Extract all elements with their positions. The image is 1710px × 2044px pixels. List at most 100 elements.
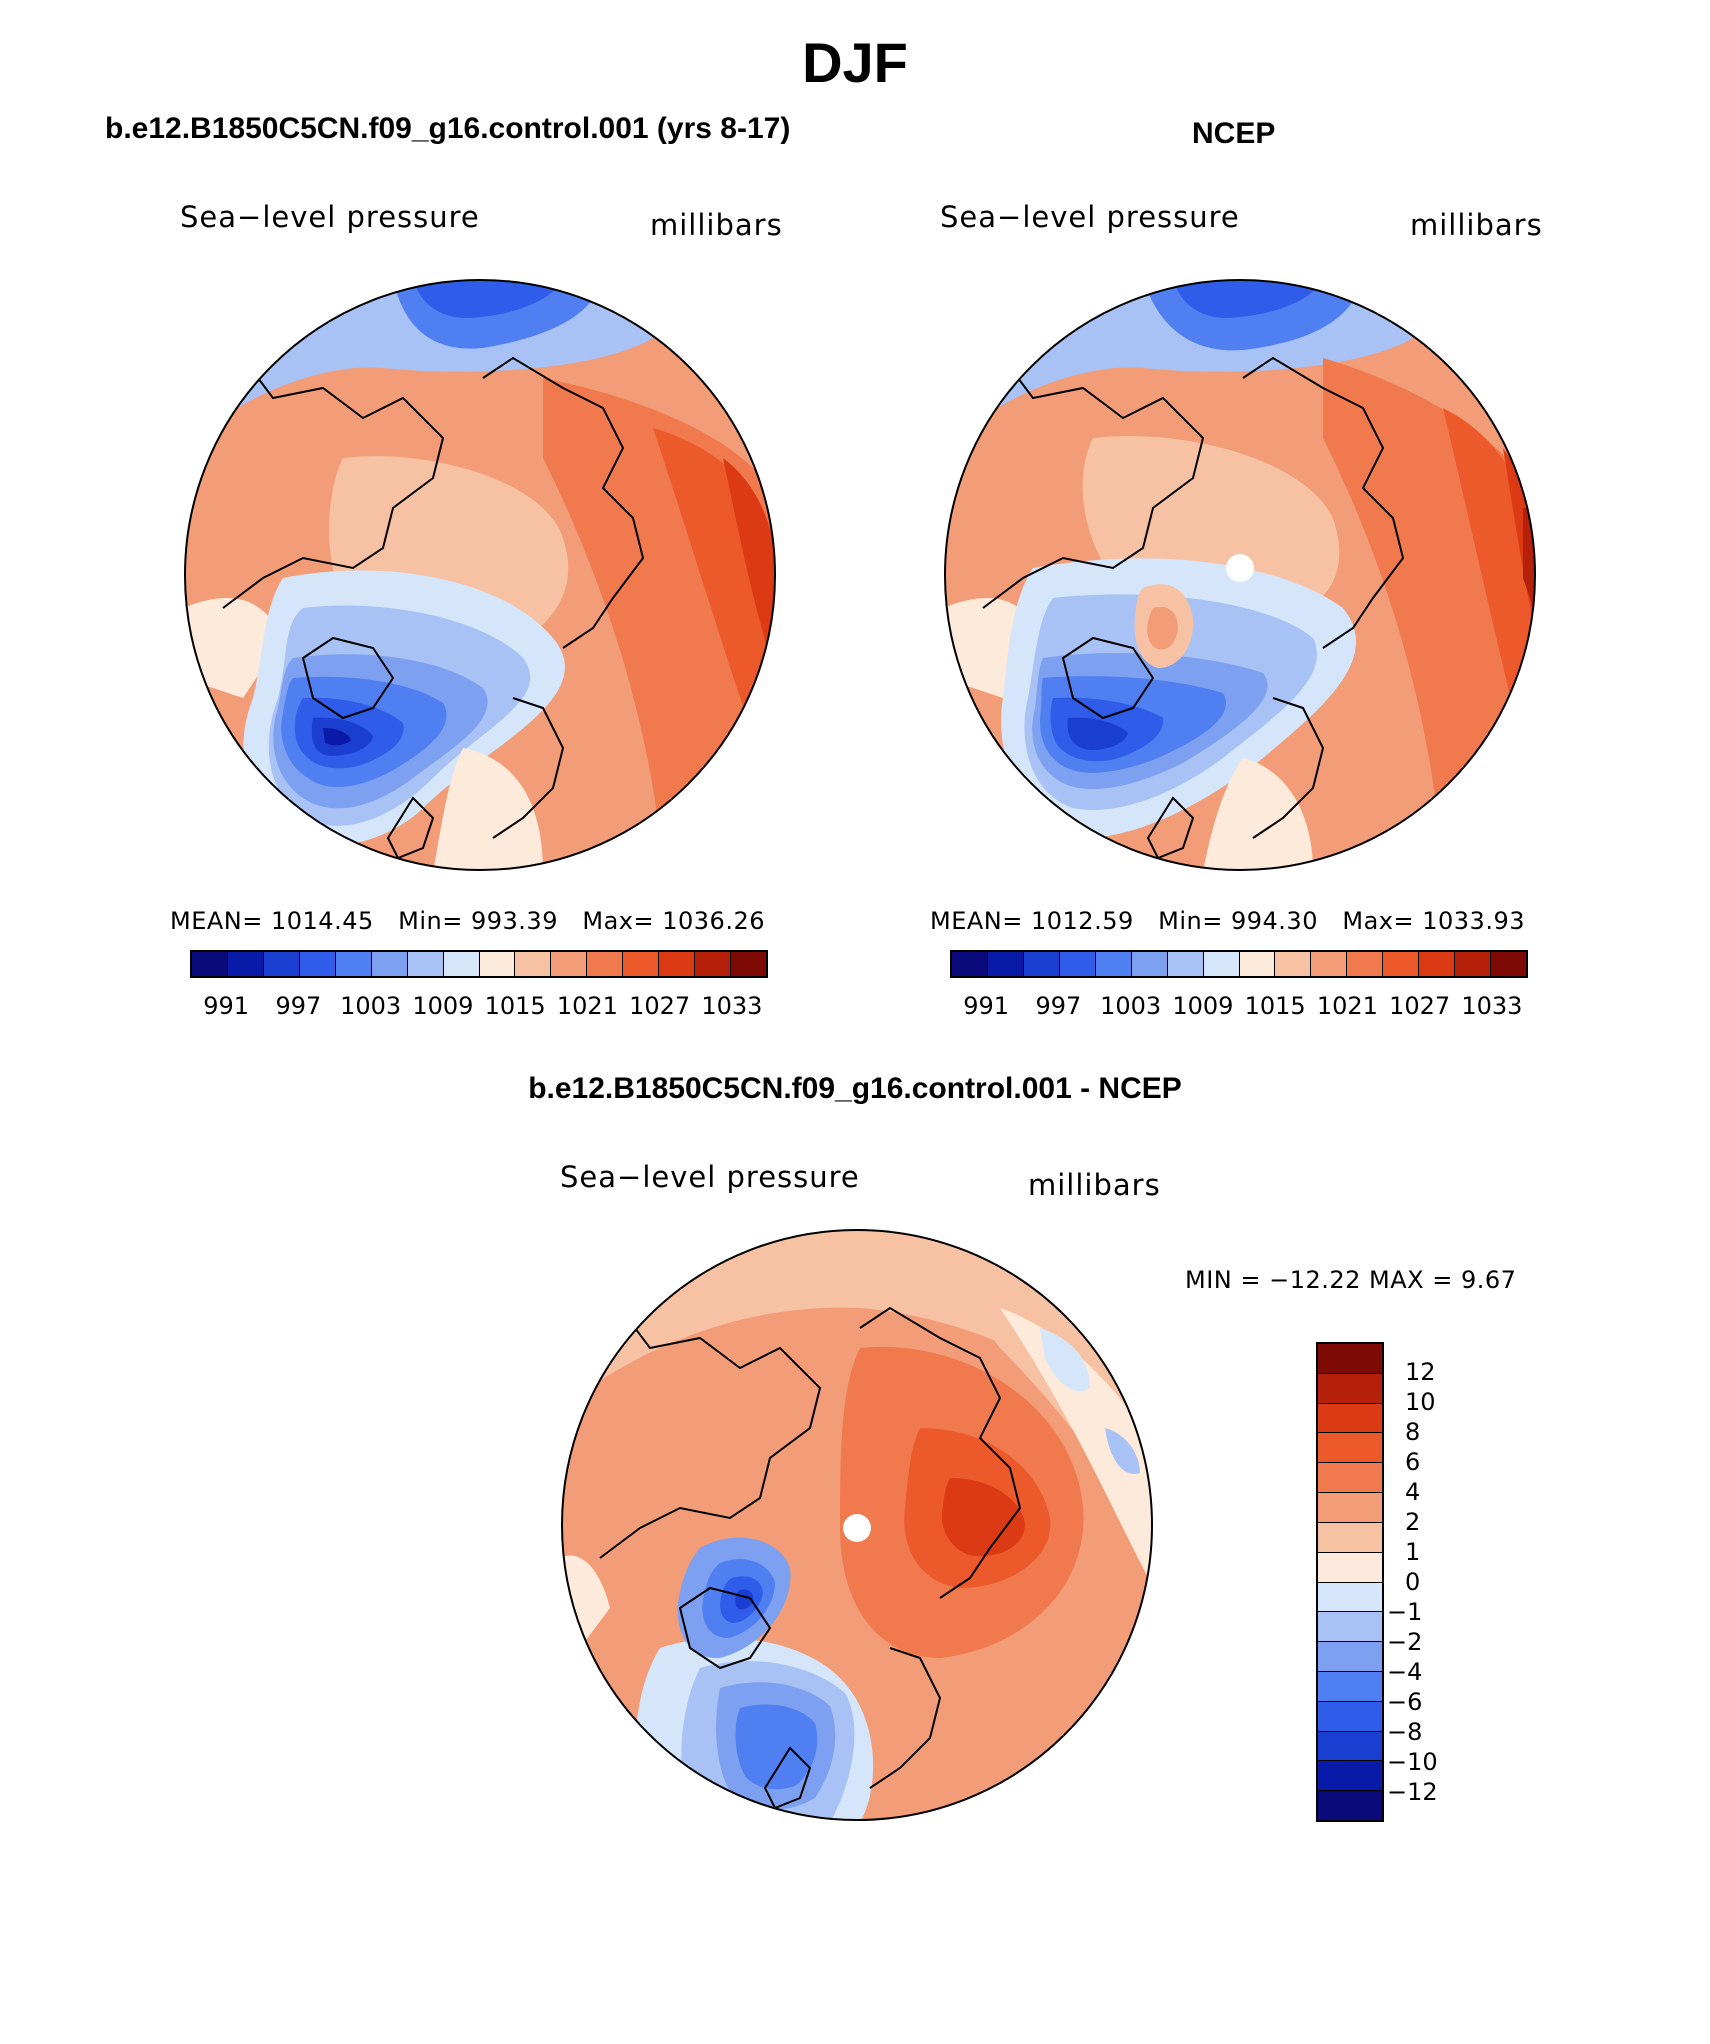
diff-colorbar-tick: −12 <box>1387 1778 1438 1806</box>
model-colorbar-segment <box>299 952 336 976</box>
obs-colorbar-tick: 991 <box>963 992 1010 1020</box>
obs-panel-title: NCEP <box>1192 117 1276 150</box>
obs-mean-label: MEAN= <box>930 907 1023 935</box>
model-colorbar-segment <box>515 952 552 976</box>
diff-colorbar-tick: 1 <box>1405 1538 1421 1566</box>
model-panel-title: b.e12.B1850C5CN.f09_g16.control.001 (yrs… <box>105 112 791 145</box>
model-colorbar-tick: 1015 <box>484 992 546 1020</box>
model-colorbar-segment <box>623 952 660 976</box>
model-mean-value: 1014.45 <box>271 907 374 935</box>
model-min-label: Min= <box>398 907 463 935</box>
model-colorbar-segment <box>192 952 228 976</box>
diff-colorbar-segment <box>1318 1671 1382 1702</box>
obs-colorbar-tick: 1027 <box>1389 992 1451 1020</box>
model-stats: MEAN= 1014.45 Min= 993.39 Max= 1036.26 <box>170 907 765 935</box>
model-colorbar-tick: 1021 <box>556 992 618 1020</box>
obs-colorbar-tick: 1003 <box>1100 992 1162 1020</box>
diff-colorbar-ticks: 12 10 8 6 4 2 1 0 −1 −2 −4 −6 −8 −10 −12 <box>1387 1342 1515 1822</box>
model-units-label: millibars <box>650 208 783 242</box>
obs-colorbar-tick: 997 <box>1035 992 1082 1020</box>
diff-colorbar-tick: 8 <box>1405 1418 1421 1446</box>
diff-colorbar-segment <box>1318 1552 1382 1583</box>
diff-colorbar-segment <box>1318 1612 1382 1643</box>
obs-colorbar-segment <box>1347 952 1384 976</box>
obs-colorbar <box>950 950 1528 978</box>
model-colorbar-tick: 1009 <box>412 992 474 1020</box>
diff-colorbar-segment <box>1318 1701 1382 1732</box>
model-colorbar-segment <box>731 952 766 976</box>
diff-map <box>561 1229 1153 1821</box>
model-mean-label: MEAN= <box>170 907 263 935</box>
model-colorbar-tick: 991 <box>203 992 250 1020</box>
model-colorbar-segment <box>335 952 372 976</box>
obs-colorbar-segment <box>1095 952 1132 976</box>
diff-colorbar-segment <box>1318 1463 1382 1494</box>
diff-colorbar-tick: −6 <box>1387 1688 1423 1716</box>
model-colorbar-segment <box>551 952 588 976</box>
model-colorbar-segment <box>443 952 480 976</box>
diff-colorbar-segment <box>1318 1493 1382 1523</box>
model-colorbar-tick: 1003 <box>340 992 402 1020</box>
diff-colorbar-tick: 0 <box>1405 1568 1421 1596</box>
model-colorbar-segment <box>227 952 264 976</box>
model-colorbar-segment <box>659 952 696 976</box>
obs-mean-value: 1012.59 <box>1031 907 1134 935</box>
diff-colorbar-segment <box>1318 1522 1382 1553</box>
obs-colorbar-segment <box>987 952 1024 976</box>
diff-colorbar-tick: 2 <box>1405 1508 1421 1536</box>
obs-colorbar-segment <box>1311 952 1348 976</box>
diff-variable-label: Sea−level pressure <box>560 1160 860 1194</box>
diff-colorbar-tick: 10 <box>1405 1388 1436 1416</box>
model-colorbar <box>190 950 768 978</box>
diff-colorbar-segment <box>1318 1642 1382 1672</box>
diff-colorbar-segment <box>1318 1761 1382 1792</box>
obs-colorbar-segment <box>1131 952 1168 976</box>
obs-colorbar-segment <box>952 952 988 976</box>
model-colorbar-segment <box>479 952 516 976</box>
obs-colorbar-segment <box>1419 952 1456 976</box>
diff-colorbar-segment <box>1318 1731 1382 1762</box>
obs-colorbar-segment <box>1023 952 1060 976</box>
model-max-value: 1036.26 <box>662 907 765 935</box>
obs-colorbar-ticks: 991 997 1003 1009 1015 1021 1027 1033 <box>950 992 1528 1022</box>
obs-colorbar-tick: 1033 <box>1461 992 1523 1020</box>
obs-colorbar-segment <box>1491 952 1526 976</box>
model-colorbar-segment <box>407 952 444 976</box>
diff-colorbar-tick: 4 <box>1405 1478 1421 1506</box>
model-colorbar-ticks: 991 997 1003 1009 1015 1021 1027 1033 <box>190 992 768 1022</box>
model-colorbar-segment <box>263 952 300 976</box>
model-colorbar-segment <box>587 952 624 976</box>
obs-stats: MEAN= 1012.59 Min= 994.30 Max= 1033.93 <box>930 907 1525 935</box>
model-colorbar-segment <box>371 952 408 976</box>
model-colorbar-tick: 997 <box>275 992 322 1020</box>
diff-colorbar-segment <box>1318 1582 1382 1613</box>
diff-colorbar-segment <box>1318 1403 1382 1434</box>
diff-colorbar-segment <box>1318 1433 1382 1464</box>
model-variable-label: Sea−level pressure <box>180 200 480 234</box>
obs-colorbar-segment <box>1239 952 1276 976</box>
obs-min-label: Min= <box>1158 907 1223 935</box>
model-map <box>184 279 776 871</box>
obs-map <box>944 279 1536 871</box>
model-colorbar-segment <box>695 952 732 976</box>
obs-units-label: millibars <box>1410 208 1543 242</box>
diff-colorbar-tick: −1 <box>1387 1598 1423 1626</box>
diff-units-label: millibars <box>1028 1168 1161 1202</box>
diff-colorbar-segment <box>1318 1373 1382 1404</box>
diff-colorbar-tick: −10 <box>1387 1748 1438 1776</box>
obs-colorbar-segment <box>1167 952 1204 976</box>
model-min-value: 993.39 <box>470 907 558 935</box>
diff-colorbar-tick: −8 <box>1387 1718 1423 1746</box>
model-max-label: Max= <box>582 907 655 935</box>
diff-colorbar-tick: −2 <box>1387 1628 1423 1656</box>
obs-colorbar-tick: 1021 <box>1316 992 1378 1020</box>
diff-panel-title: b.e12.B1850C5CN.f09_g16.control.001 - NC… <box>528 1072 1182 1105</box>
diff-colorbar-tick: 12 <box>1405 1358 1436 1386</box>
diff-minmax: MIN = −12.22 MAX = 9.67 <box>1185 1266 1517 1294</box>
obs-max-label: Max= <box>1342 907 1415 935</box>
main-title: DJF <box>802 31 908 94</box>
diff-colorbar <box>1316 1342 1384 1822</box>
obs-colorbar-segment <box>1203 952 1240 976</box>
obs-colorbar-segment <box>1275 952 1312 976</box>
diff-colorbar-tick: −4 <box>1387 1658 1423 1686</box>
